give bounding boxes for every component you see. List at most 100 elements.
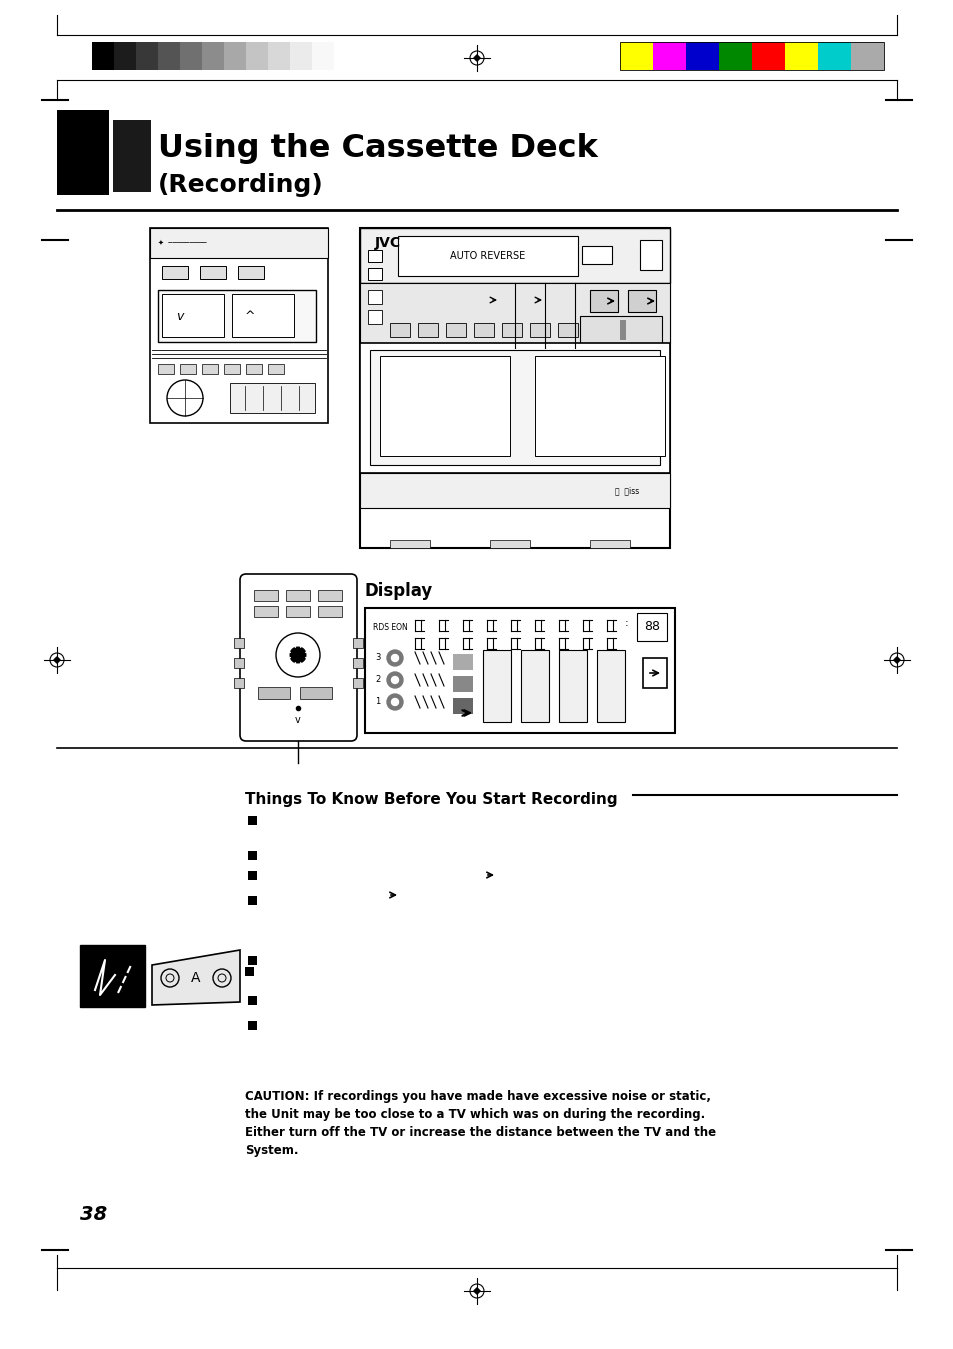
- Bar: [642, 658, 666, 688]
- Bar: [248, 896, 256, 905]
- Bar: [619, 42, 883, 70]
- Bar: [180, 364, 195, 374]
- Text: ^: ^: [245, 309, 255, 322]
- Bar: [359, 283, 669, 343]
- Circle shape: [391, 699, 398, 706]
- Bar: [353, 638, 363, 648]
- Bar: [158, 42, 180, 70]
- Bar: [246, 364, 262, 374]
- Bar: [501, 322, 521, 337]
- Bar: [368, 250, 381, 262]
- Bar: [257, 687, 290, 699]
- Bar: [286, 590, 310, 602]
- Circle shape: [391, 676, 398, 684]
- Bar: [597, 650, 624, 722]
- Text: Display: Display: [365, 581, 433, 600]
- Text: RDS EON: RDS EON: [373, 623, 407, 633]
- Bar: [112, 120, 151, 192]
- Bar: [80, 946, 145, 1006]
- Bar: [268, 364, 284, 374]
- Text: Things To Know Before You Start Recording: Things To Know Before You Start Recordin…: [245, 792, 617, 807]
- Text: A: A: [191, 971, 200, 985]
- Bar: [91, 42, 113, 70]
- Bar: [202, 42, 224, 70]
- Text: ✦  ─────────: ✦ ─────────: [158, 240, 207, 246]
- Bar: [248, 816, 256, 826]
- Bar: [237, 266, 264, 279]
- Bar: [162, 266, 188, 279]
- Bar: [268, 42, 290, 70]
- Polygon shape: [893, 657, 900, 664]
- Bar: [652, 42, 685, 70]
- Circle shape: [387, 693, 402, 710]
- Polygon shape: [474, 55, 479, 61]
- Circle shape: [290, 648, 306, 662]
- Bar: [530, 322, 550, 337]
- Bar: [558, 322, 578, 337]
- Bar: [224, 364, 240, 374]
- Bar: [359, 228, 669, 548]
- Text: :: :: [624, 618, 628, 629]
- Polygon shape: [53, 657, 60, 664]
- Bar: [113, 42, 136, 70]
- Bar: [232, 294, 294, 337]
- Bar: [245, 967, 253, 975]
- Bar: [474, 322, 494, 337]
- Bar: [817, 42, 850, 70]
- Bar: [585, 322, 605, 337]
- Text: AUTO REVERSE: AUTO REVERSE: [450, 251, 525, 260]
- Bar: [233, 658, 244, 668]
- Bar: [368, 310, 381, 324]
- Bar: [290, 42, 312, 70]
- Bar: [368, 268, 381, 281]
- Bar: [248, 851, 256, 861]
- Bar: [246, 42, 268, 70]
- Bar: [397, 236, 578, 277]
- Bar: [230, 383, 314, 413]
- Bar: [202, 364, 218, 374]
- Bar: [317, 606, 341, 616]
- Circle shape: [391, 654, 398, 661]
- Bar: [579, 316, 661, 344]
- Bar: [719, 42, 751, 70]
- Bar: [627, 290, 656, 312]
- Bar: [248, 996, 256, 1005]
- Bar: [150, 228, 328, 258]
- Bar: [558, 650, 586, 722]
- Bar: [581, 246, 612, 264]
- Bar: [150, 228, 328, 424]
- Bar: [390, 540, 430, 548]
- Bar: [359, 228, 669, 283]
- FancyBboxPatch shape: [240, 575, 356, 741]
- Text: 1: 1: [375, 697, 380, 707]
- Bar: [248, 1021, 256, 1031]
- Bar: [162, 294, 224, 337]
- Bar: [233, 638, 244, 648]
- Bar: [379, 356, 510, 456]
- Bar: [180, 42, 202, 70]
- Text: v: v: [176, 309, 184, 322]
- Text: JVC: JVC: [375, 236, 400, 250]
- Bar: [639, 240, 661, 270]
- Bar: [535, 356, 664, 456]
- Bar: [520, 650, 548, 722]
- Bar: [248, 956, 256, 965]
- Polygon shape: [152, 950, 240, 1005]
- Circle shape: [387, 650, 402, 666]
- Bar: [158, 364, 173, 374]
- Bar: [619, 42, 652, 70]
- Text: 🔊  𝛿iss: 🔊 𝛿iss: [615, 487, 639, 495]
- Bar: [359, 473, 669, 509]
- Circle shape: [387, 672, 402, 688]
- Bar: [200, 266, 226, 279]
- Bar: [589, 540, 629, 548]
- Bar: [253, 606, 277, 616]
- Text: 88: 88: [643, 621, 659, 634]
- Text: 3: 3: [375, 653, 380, 662]
- Text: v: v: [294, 715, 300, 724]
- Bar: [359, 343, 669, 473]
- Bar: [490, 540, 530, 548]
- Bar: [370, 349, 659, 465]
- Bar: [158, 290, 315, 343]
- Bar: [312, 42, 334, 70]
